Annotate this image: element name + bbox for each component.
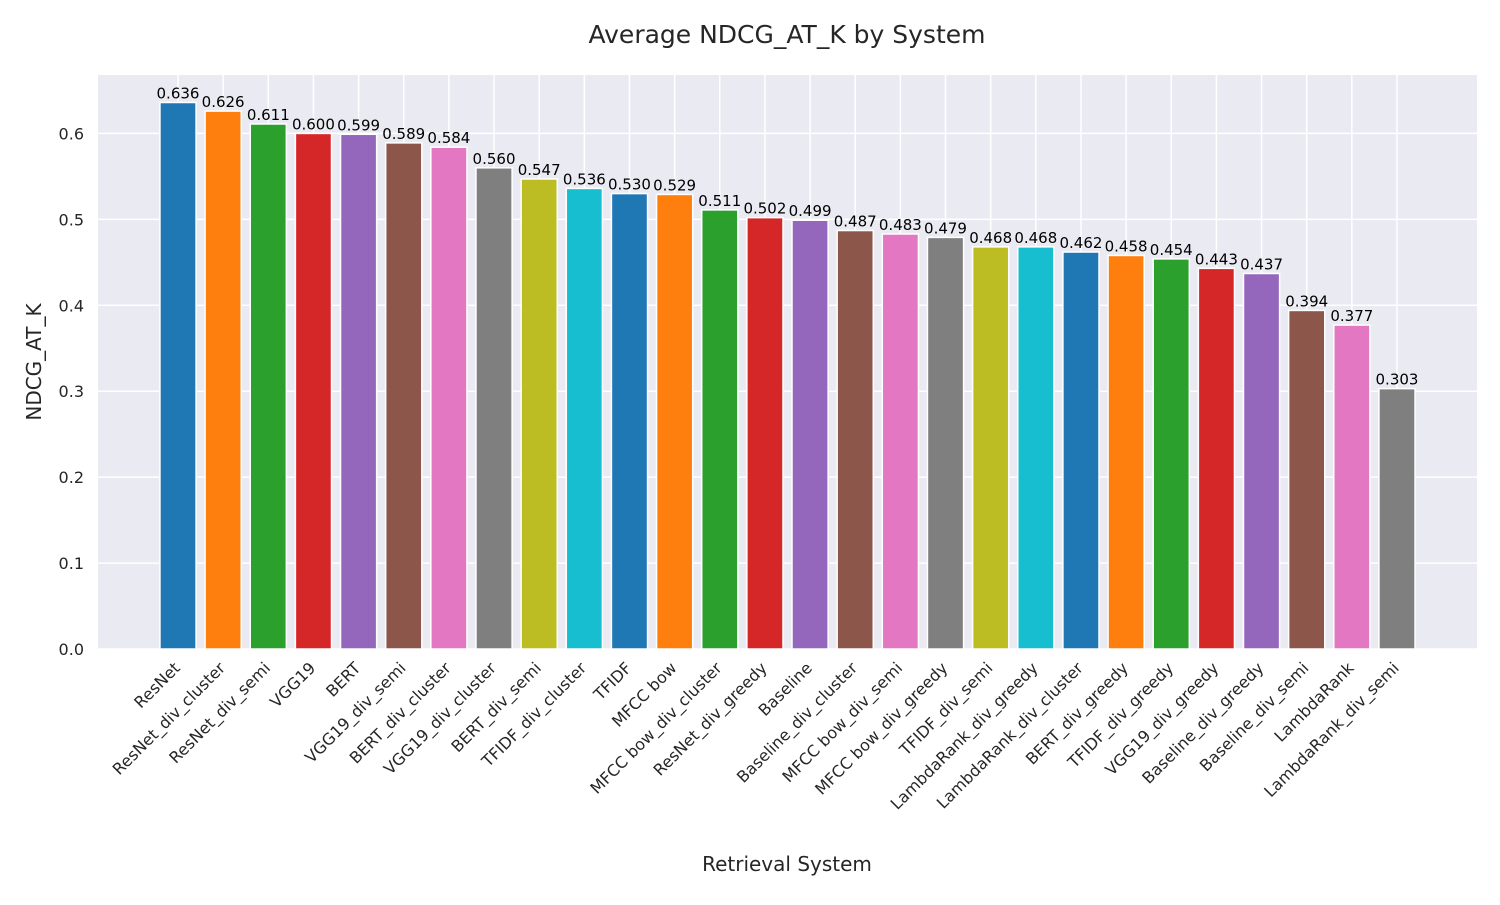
- y-tick-label: 0.1: [59, 554, 84, 573]
- bar-mfcc-bow-div-cluster: [700, 209, 739, 650]
- bar-value-label: 0.502: [743, 200, 786, 218]
- bar-vgg19-div-cluster: [475, 167, 513, 650]
- y-tick-label: 0.2: [59, 468, 84, 487]
- bar-mfcc-bow-div-greedy: [926, 236, 965, 650]
- bar-mfcc-bow-div-semi: [881, 233, 920, 650]
- bar-lambdarank-div-cluster: [1062, 251, 1100, 650]
- bar-resnet-div-semi: [249, 123, 288, 650]
- bar-value-label: 0.626: [202, 93, 245, 111]
- bar-tfidf: [610, 192, 649, 650]
- bar-value-label: 0.589: [382, 125, 425, 143]
- bar-resnet-div-greedy: [746, 216, 784, 650]
- bar-mfcc-bow: [655, 193, 694, 650]
- y-tick-label: 0.5: [59, 210, 84, 229]
- bar-baseline-div-semi: [1287, 309, 1326, 650]
- bar-lambdarank-div-greedy: [1017, 246, 1055, 650]
- bar-value-label: 0.511: [698, 192, 741, 210]
- bar-baseline: [791, 219, 829, 650]
- x-tick-label: VGG19: [266, 658, 319, 711]
- bar-value-label: 0.530: [608, 176, 651, 194]
- bar-value-label: 0.487: [834, 213, 877, 231]
- bar-value-label: 0.483: [879, 216, 922, 234]
- bar-value-label: 0.303: [1376, 371, 1419, 389]
- bar-lambdarank-div-semi: [1378, 387, 1416, 650]
- bar-value-label: 0.536: [563, 170, 606, 188]
- bar-value-label: 0.443: [1195, 250, 1238, 268]
- bar-lambdarank: [1333, 324, 1371, 650]
- bar-value-label: 0.529: [653, 176, 696, 194]
- bar-tfidf-div-cluster: [565, 187, 604, 650]
- bar-value-label: 0.462: [1059, 234, 1102, 252]
- bar-resnet: [159, 101, 197, 650]
- bar-bert-div-greedy: [1107, 254, 1145, 650]
- bar-baseline-div-greedy: [1242, 272, 1281, 650]
- bar-value-label: 0.547: [518, 161, 561, 179]
- bar-value-label: 0.468: [969, 229, 1012, 247]
- bar-vgg19-div-greedy: [1197, 267, 1236, 650]
- bar-tfidf-div-greedy: [1152, 258, 1191, 650]
- bar-value-label: 0.377: [1330, 307, 1373, 325]
- bar-vgg19: [294, 132, 333, 650]
- bar-vgg19-div-semi: [384, 142, 423, 650]
- bar-bert-div-semi: [520, 178, 558, 650]
- bar-baseline-div-cluster: [836, 229, 875, 650]
- bar-value-label: 0.499: [789, 202, 832, 220]
- bar-value-label: 0.599: [337, 116, 380, 134]
- y-axis-ticks: 0.0 0.1 0.2 0.3 0.4 0.5 0.6: [59, 124, 84, 659]
- bar-value-label: 0.468: [1014, 229, 1057, 247]
- bar-value-label: 0.454: [1150, 241, 1193, 259]
- y-tick-label: 0.6: [59, 124, 84, 143]
- chart-title: Average NDCG_AT_K by System: [589, 20, 986, 49]
- bar-value-label: 0.611: [247, 106, 290, 124]
- bar-value-label: 0.437: [1240, 255, 1283, 273]
- bar-bert-div-cluster: [430, 146, 468, 650]
- y-tick-label: 0.3: [59, 382, 84, 401]
- x-axis-ticks: ResNetResNet_div_clusterResNet_div_semiV…: [109, 658, 1404, 814]
- x-tick-label: BERT: [322, 658, 364, 700]
- y-axis-label: NDCG_AT_K: [22, 302, 46, 420]
- bar-tfidf-div-semi: [971, 246, 1010, 650]
- bars: [159, 101, 1416, 650]
- bar-value-label: 0.394: [1285, 292, 1328, 310]
- y-tick-label: 0.4: [59, 296, 84, 315]
- bar-value-label: 0.600: [292, 115, 335, 133]
- bar-value-label: 0.584: [427, 129, 470, 147]
- bar-value-label: 0.560: [473, 150, 516, 168]
- x-axis-label: Retrieval System: [702, 852, 872, 876]
- bar-value-label: 0.458: [1105, 237, 1148, 255]
- y-tick-label: 0.0: [59, 640, 84, 659]
- bar-value-label: 0.636: [157, 84, 200, 102]
- bar-resnet-div-cluster: [204, 110, 242, 650]
- bar-value-label: 0.479: [924, 219, 967, 237]
- bar-bert: [339, 133, 378, 650]
